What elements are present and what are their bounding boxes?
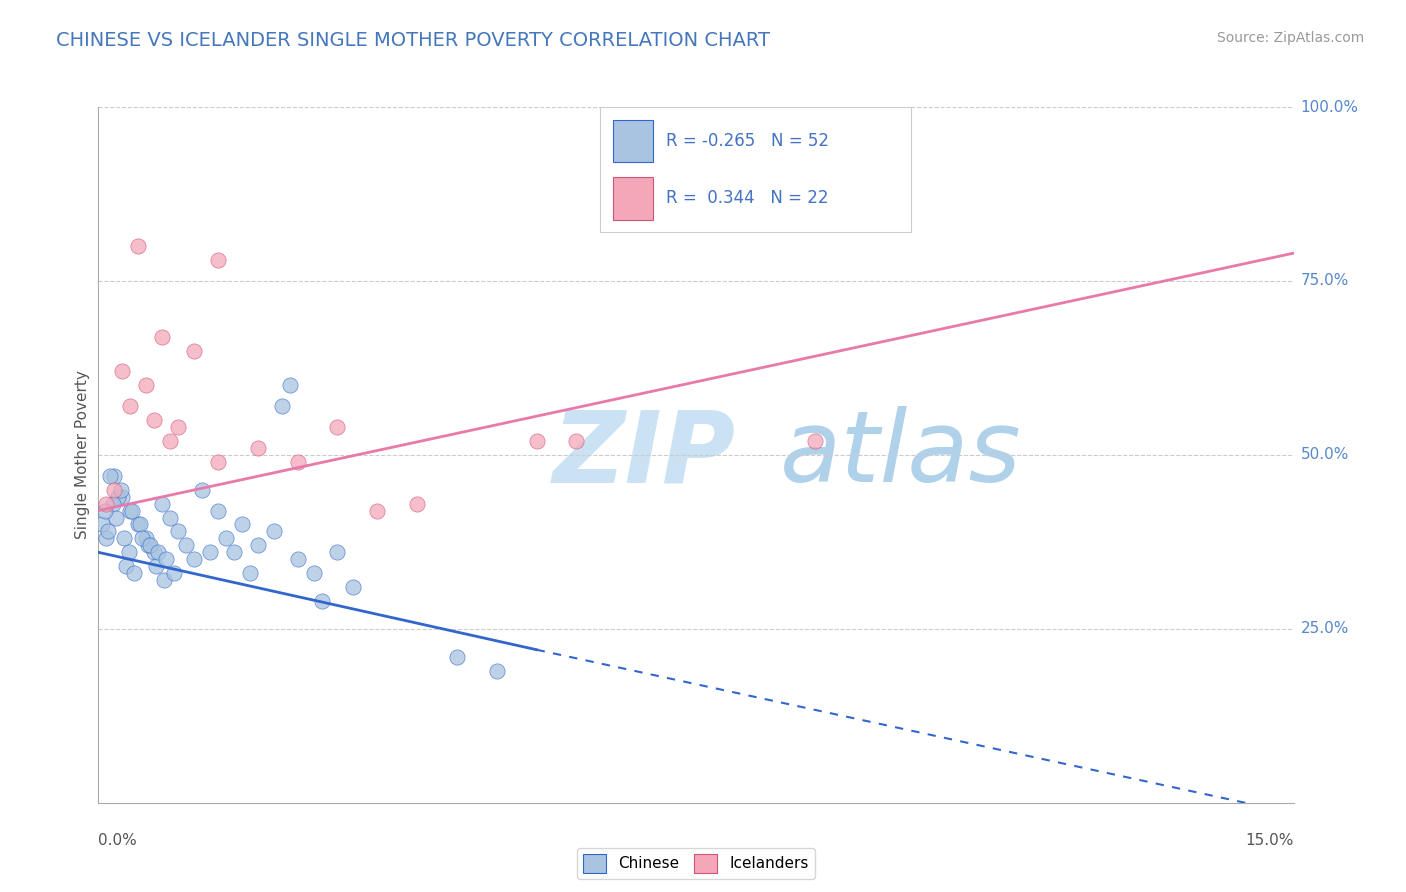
Text: 50.0%: 50.0% [1301,448,1348,462]
Point [207,503,229,517]
Point [159,434,181,448]
Point [207,253,229,268]
Point [94,503,117,517]
Point [127,517,149,532]
Point [96,532,118,546]
Point [446,649,468,664]
Point [143,545,166,559]
Point [565,434,588,448]
Point [326,545,349,559]
FancyBboxPatch shape [613,120,654,162]
Text: R = -0.265   N = 52: R = -0.265 N = 52 [665,132,828,150]
Point [526,434,548,448]
Point [239,566,262,581]
Point [107,490,129,504]
Point [91,517,114,532]
Point [645,204,668,219]
Point [167,524,190,539]
Text: Source: ZipAtlas.com: Source: ZipAtlas.com [1216,31,1364,45]
Point [118,545,141,559]
Point [148,545,170,559]
Point [804,434,827,448]
Point [115,559,138,574]
Point [98,468,122,483]
Point [112,532,135,546]
Point [302,566,325,581]
Point [198,545,221,559]
Point [152,573,174,587]
Text: 0.0%: 0.0% [98,833,138,848]
Point [278,378,301,392]
Point [128,517,150,532]
Text: ZIP: ZIP [553,407,735,503]
Point [246,441,269,455]
Point [101,497,124,511]
Point [103,468,125,483]
Point [406,497,429,511]
Point [111,364,134,378]
Point [120,503,142,517]
Point [124,566,146,581]
Point [143,413,166,427]
Point [135,378,157,392]
Point [139,538,162,552]
Point [485,664,508,678]
Point [121,503,143,517]
Point [222,545,245,559]
Point [120,399,142,413]
Legend: Chinese, Icelanders: Chinese, Icelanders [576,847,815,879]
Point [287,455,309,469]
Point [311,594,333,608]
Point [287,552,309,566]
FancyBboxPatch shape [613,178,654,219]
Text: atlas: atlas [779,407,1021,503]
Point [104,510,127,524]
Point [270,399,292,413]
Point [191,483,214,497]
Text: 25.0%: 25.0% [1301,622,1348,636]
Point [263,524,285,539]
Point [110,483,132,497]
Point [183,343,205,358]
Text: R =  0.344   N = 22: R = 0.344 N = 22 [665,189,828,208]
Y-axis label: Single Mother Poverty: Single Mother Poverty [75,370,90,540]
Point [131,532,153,546]
Point [246,538,269,552]
Point [155,552,177,566]
Point [207,455,229,469]
Point [159,510,181,524]
Point [163,566,186,581]
Point [150,497,173,511]
Point [127,239,149,253]
Point [103,483,125,497]
Point [326,420,349,434]
Point [231,517,253,532]
Text: 15.0%: 15.0% [1246,833,1294,848]
Point [167,420,190,434]
Point [342,580,364,594]
Text: 75.0%: 75.0% [1301,274,1348,288]
Point [96,497,118,511]
Point [183,552,205,566]
Point [135,532,157,546]
Text: CHINESE VS ICELANDER SINGLE MOTHER POVERTY CORRELATION CHART: CHINESE VS ICELANDER SINGLE MOTHER POVER… [56,31,770,50]
Text: 100.0%: 100.0% [1301,100,1358,114]
Point [136,538,159,552]
Point [97,524,120,539]
Point [150,329,173,343]
Point [111,490,134,504]
Point [174,538,197,552]
Point [145,559,167,574]
Point [366,503,388,517]
Point [215,532,238,546]
